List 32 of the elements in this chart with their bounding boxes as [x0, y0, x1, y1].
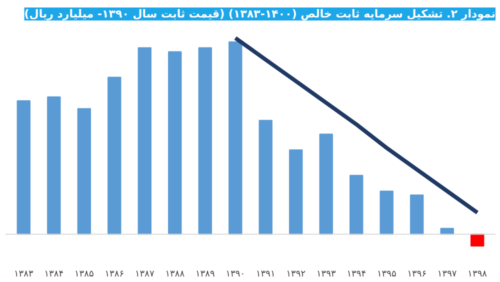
chart-title: نمودار ۲. تشکیل سرمایه ثابت خالص (۱۴۰۰-۱۳۸۳) (قیمت ثابت سال ۱۳۹۰- میلیارد ریال) [24, 8, 496, 20]
bar [198, 47, 212, 235]
x-tick-label: ۱۳۸۸ [165, 270, 185, 280]
x-tick-label: ۱۳۸۹ [195, 270, 215, 280]
x-tick-label: ۱۳۹۳ [316, 270, 336, 280]
x-tick-label: ۱۳۹۸ [468, 270, 488, 280]
x-tick-label: ۱۳۸۴ [44, 270, 64, 280]
x-tick-label: ۱۳۹۴ [346, 270, 366, 280]
x-tick-label: ۱۳۸۷ [134, 270, 154, 280]
bar [228, 41, 242, 235]
x-tick-label: ۱۳۹۰ [226, 270, 246, 280]
bar [258, 120, 272, 235]
x-tick-label: ۱۳۸۳ [14, 270, 34, 280]
x-tick-label: ۱۳۹۲ [286, 270, 306, 280]
bar [289, 149, 303, 235]
bar [138, 47, 152, 235]
bar [108, 76, 122, 235]
bar [410, 194, 424, 235]
x-tick-label: ۱۳۹۵ [376, 270, 396, 280]
bar [380, 190, 394, 235]
bar [470, 234, 484, 247]
bar [47, 96, 61, 235]
x-tick-label: ۱۳۸۶ [104, 270, 124, 280]
bar [77, 108, 91, 235]
bar [16, 100, 30, 235]
bar [319, 134, 333, 235]
bar [168, 51, 182, 235]
x-tick-label: ۱۳۹۷ [437, 270, 457, 280]
x-tick-label: ۱۳۹۱ [256, 270, 276, 280]
bar [350, 174, 364, 235]
x-tick-label: ۱۳۹۶ [407, 270, 427, 280]
x-tick-label: ۱۳۸۵ [74, 270, 94, 280]
